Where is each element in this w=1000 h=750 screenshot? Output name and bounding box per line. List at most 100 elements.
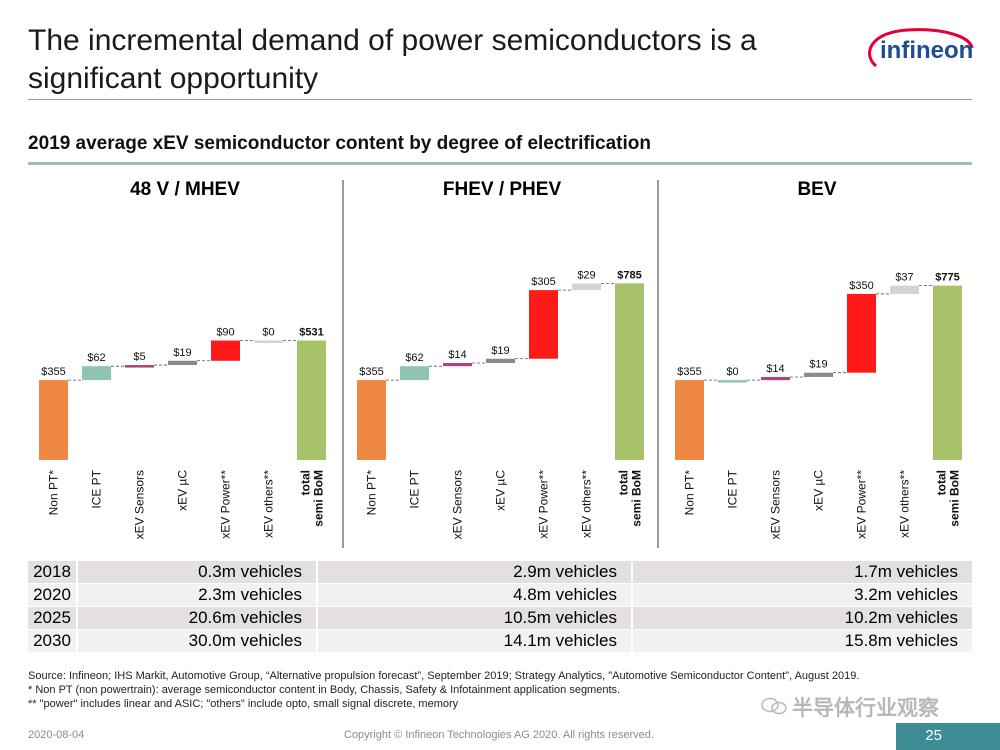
bar-total-semi-bom xyxy=(297,340,326,460)
bar-xev-c xyxy=(486,358,515,364)
vehicle-volume-table: 2018 0.3m vehicles 2.9m vehicles 1.7m ve… xyxy=(28,561,972,653)
page-number-badge: 25 xyxy=(896,723,1000,750)
bar-non-pt xyxy=(675,380,704,460)
category-label: Non PT* xyxy=(47,470,61,516)
value-label: $305 xyxy=(531,276,555,288)
mhev-vehicles-cell: 2.3m vehicles xyxy=(77,583,318,607)
mhev-vehicles-cell: 20.6m vehicles xyxy=(77,606,318,630)
bar-xev-power xyxy=(529,290,558,359)
waterfall-chart-phev: $355 Non PT* $62 ICE PT $14 xEV Sensors $19 xEV… xyxy=(357,269,644,539)
category-label: xEV Power** xyxy=(855,470,869,539)
table-row: 2025 20.6m vehicles 10.5m vehicles 10.2m… xyxy=(28,606,972,630)
table-row: 2030 30.0m vehicles 14.1m vehicles 15.8m… xyxy=(28,629,972,653)
category-label: xEV µC xyxy=(494,470,508,511)
bar-xev-others xyxy=(890,285,919,294)
table-row: 2020 2.3m vehicles 4.8m vehicles 3.2m ve… xyxy=(28,583,972,607)
value-label: $37 xyxy=(895,272,913,284)
category-label: xEV µC xyxy=(812,470,826,511)
value-label: $62 xyxy=(405,352,423,364)
value-label: $0 xyxy=(262,327,274,339)
phev-vehicles-cell: 14.1m vehicles xyxy=(317,629,633,653)
chart-separator xyxy=(657,180,659,548)
category-label: totalsemi BoM xyxy=(617,470,644,527)
bar-xev-c xyxy=(804,372,833,377)
page-number: 25 xyxy=(925,727,942,744)
category-label: ICE PT xyxy=(90,469,104,508)
category-label: xEV Power** xyxy=(219,470,233,539)
category-label: Non PT* xyxy=(683,470,697,516)
value-label: $355 xyxy=(41,366,65,378)
chart-title-phev: FHEV / PHEV xyxy=(442,179,562,200)
mhev-vehicles-cell: 0.3m vehicles xyxy=(77,561,318,584)
chart-title-bev: BEV xyxy=(797,179,837,200)
phev-vehicles-cell: 2.9m vehicles xyxy=(317,561,633,584)
bar-xev-power xyxy=(211,340,240,361)
value-label: $62 xyxy=(87,352,105,364)
bev-vehicles-cell: 1.7m vehicles xyxy=(632,561,972,584)
value-label: $350 xyxy=(849,280,873,292)
value-label: $775 xyxy=(935,272,959,284)
bar-ice-pt xyxy=(718,380,747,383)
chart-separator xyxy=(342,180,344,548)
bar-total-semi-bom xyxy=(615,283,644,460)
footer-date: 2020-08-04 xyxy=(28,729,85,741)
bar-total-semi-bom xyxy=(933,285,962,460)
phev-vehicles-cell: 10.5m vehicles xyxy=(317,606,633,630)
bar-xev-power xyxy=(847,293,876,373)
value-label: $531 xyxy=(299,327,323,339)
value-label: $14 xyxy=(448,349,466,361)
category-label: ICE PT xyxy=(726,469,740,508)
waterfall-chart-mhev: $355 Non PT* $62 ICE PT $5 xEV Sensors $19 xEV … xyxy=(39,327,326,539)
value-label: $14 xyxy=(766,363,784,375)
bar-non-pt xyxy=(39,380,68,460)
bar-non-pt xyxy=(357,380,386,460)
source-notes: Source: Infineon; IHS Markit, Automotive… xyxy=(28,669,859,711)
value-label: $355 xyxy=(677,366,701,378)
category-label: totalsemi BoM xyxy=(299,470,326,527)
table-row: 2018 0.3m vehicles 2.9m vehicles 1.7m ve… xyxy=(28,561,972,584)
category-label: xEV Sensors xyxy=(451,470,465,539)
bar-ice-pt xyxy=(82,366,111,381)
category-label: xEV µC xyxy=(176,470,190,511)
value-label: $355 xyxy=(359,366,383,378)
bar-ice-pt xyxy=(400,366,429,381)
value-label: $29 xyxy=(577,270,595,282)
bar-xev-sensors xyxy=(125,365,154,368)
year-cell: 2025 xyxy=(28,606,78,630)
title-divider xyxy=(28,99,972,100)
footnote-non-pt: * Non PT (non powertrain): average semic… xyxy=(28,684,621,696)
value-label: $19 xyxy=(491,345,509,357)
bar-xev-sensors xyxy=(443,363,472,367)
bev-vehicles-cell: 15.8m vehicles xyxy=(632,629,972,653)
value-label: $5 xyxy=(133,351,145,363)
bar-xev-sensors xyxy=(761,376,790,381)
chart-title-mhev: 48 V / MHEV xyxy=(130,179,240,200)
bar-xev-c xyxy=(168,360,197,366)
year-cell: 2030 xyxy=(28,629,78,653)
slide-title: The incremental demand of power semicond… xyxy=(28,24,757,95)
section-subtitle: 2019 average xEV semiconductor content b… xyxy=(28,133,651,154)
bev-vehicles-cell: 10.2m vehicles xyxy=(632,606,972,630)
category-label: totalsemi BoM xyxy=(935,470,962,527)
infineon-logo: infineon xyxy=(868,28,974,68)
bev-vehicles-cell: 3.2m vehicles xyxy=(632,583,972,607)
footnote-power-others: ** "power" includes linear and ASIC; "ot… xyxy=(28,698,459,710)
value-label: $785 xyxy=(617,269,641,281)
category-label: xEV Power** xyxy=(537,470,551,539)
category-label: xEV others** xyxy=(580,470,594,538)
category-label: xEV others** xyxy=(262,470,276,538)
category-label: xEV Sensors xyxy=(133,470,147,539)
watermark-text: 半导体行业观察 xyxy=(792,697,939,720)
value-label: $19 xyxy=(173,347,191,359)
value-label: $90 xyxy=(216,327,234,339)
category-label: ICE PT xyxy=(408,469,422,508)
waterfall-chart-bev: $355 Non PT* $0 ICE PT $14 xEV Sensors $19 xEV … xyxy=(675,272,962,539)
category-label: Non PT* xyxy=(365,470,379,516)
bar-xev-others xyxy=(254,340,283,344)
year-cell: 2018 xyxy=(28,561,78,584)
mhev-vehicles-cell: 30.0m vehicles xyxy=(77,629,318,653)
source-note: Source: Infineon; IHS Markit, Automotive… xyxy=(28,670,860,682)
value-label: $0 xyxy=(726,366,738,378)
footer-copyright: Copyright © Infineon Technologies AG 202… xyxy=(344,729,654,741)
wechat-icon xyxy=(761,697,787,715)
